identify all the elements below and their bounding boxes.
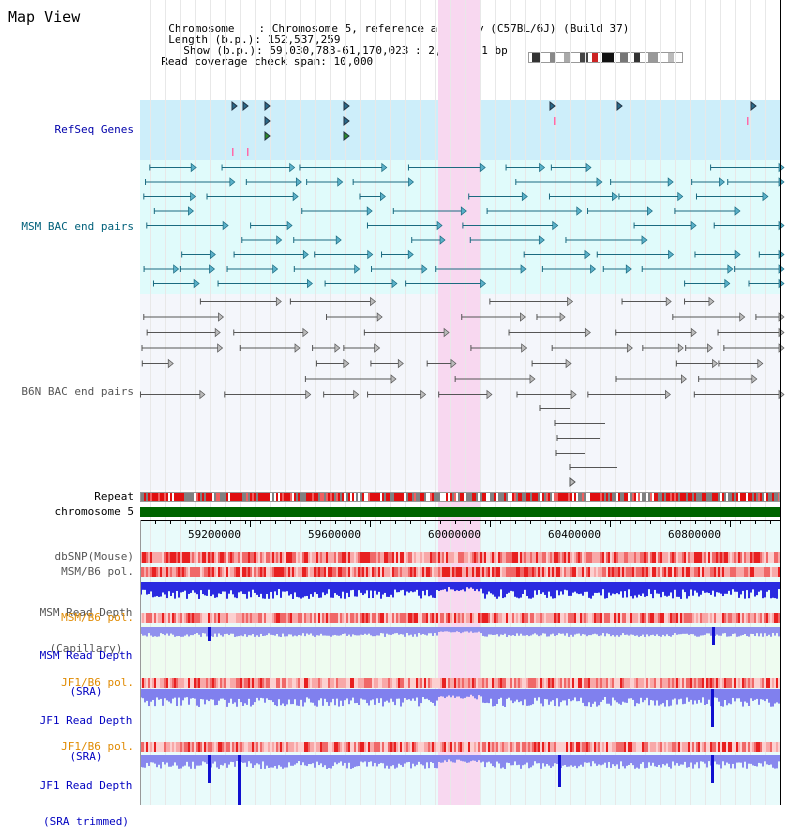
track-label-msm-depth-capillary-line2: (Capillary) xyxy=(49,642,123,655)
axis-tick-label: 59600000 xyxy=(308,528,361,541)
gridlines xyxy=(150,0,766,805)
gene-marker xyxy=(549,100,556,112)
track-label-msm-b6-pol-1: MSM/B6 pol. xyxy=(61,565,134,578)
track-label-jf1-depth-sra: JF1 Read Depth (SRA) xyxy=(30,691,142,775)
repeat-border xyxy=(140,492,780,502)
track-label-refseq: RefSeq Genes xyxy=(54,123,134,136)
msm-b6-pol-heat-track xyxy=(140,567,780,577)
repeat-track xyxy=(140,492,780,502)
msm-bac-track xyxy=(143,162,785,289)
track-label-msm-depth-sra-line2: (SRA) xyxy=(69,685,103,698)
track-label-chromosome: chromosome 5 xyxy=(54,505,134,518)
msm-depth-sra-track xyxy=(140,627,780,645)
info-length-key: Length (b.p.) xyxy=(168,33,255,46)
axis-tick-label: 60400000 xyxy=(548,528,601,541)
track-label-jf1-b6-pol-1: JF1/B6 pol. xyxy=(61,676,134,689)
track-label-jf1-depth-sra-line1: JF1 Read Depth xyxy=(39,714,133,727)
info-length-value: : 152,537,259 xyxy=(254,33,341,46)
gene-marker xyxy=(264,130,271,142)
depth-spike xyxy=(208,755,211,783)
dbsnp-heat-track xyxy=(140,552,780,563)
track-label-jf1-depth-trimmed-line1: JF1 Read Depth xyxy=(39,779,133,792)
track-label-msm-depth-sra: MSM Read Depth (SRA) xyxy=(30,626,142,710)
axis-tick-label: 60000000 xyxy=(428,528,481,541)
gene-marker xyxy=(242,100,249,112)
b6n-bac-marker xyxy=(569,476,576,488)
jf1-b6-pol-heat-track xyxy=(140,678,780,688)
track-label-b6n-bac: B6N BAC end pairs xyxy=(21,385,134,398)
track-label-msm-depth-sra-line1: MSM Read Depth xyxy=(39,649,133,662)
gene-tick xyxy=(747,117,749,125)
depth-spike xyxy=(711,689,714,727)
jf1-b6-pol2-heat-track xyxy=(140,742,780,752)
track-label-jf1-b6-pol-2: JF1/B6 pol. xyxy=(61,740,134,753)
gene-marker xyxy=(231,100,238,112)
gene-marker xyxy=(264,100,271,112)
jf1-depth-trimmed-track xyxy=(140,755,780,805)
info-show-key: Show (b.p.) xyxy=(183,44,257,57)
selection-highlight xyxy=(438,0,481,805)
gene-marker xyxy=(264,115,271,127)
axis-tick-label: 60800000 xyxy=(668,528,721,541)
msm-depth-capillary-track xyxy=(140,582,780,599)
refseq-track xyxy=(231,100,757,156)
gene-marker xyxy=(616,100,623,112)
track-label-repeat: Repeat xyxy=(94,490,134,503)
track-label-dbsnp: dbSNP(Mouse) xyxy=(54,550,134,563)
depth-spike xyxy=(208,627,211,641)
gene-marker xyxy=(343,130,350,142)
info-chromosome-key: Chromosome xyxy=(168,22,235,35)
depth-spike xyxy=(712,627,715,645)
genome-browser-panel[interactable] xyxy=(0,0,800,805)
chromosome-bar xyxy=(140,507,780,517)
b6n-bac-track xyxy=(139,296,785,488)
track-label-msm-depth-capillary-line1: MSM Read Depth xyxy=(39,606,133,619)
info-coverage-value: : 10,000 xyxy=(320,55,374,68)
page-title: Map View xyxy=(8,8,81,26)
depth-spike xyxy=(711,755,714,783)
track-label-msm-bac: MSM BAC end pairs xyxy=(21,220,134,233)
gene-tick xyxy=(554,117,556,125)
gene-marker xyxy=(343,100,350,112)
gene-tick xyxy=(232,148,234,156)
gene-marker xyxy=(750,100,757,112)
info-length-row: Length (b.p.): 152,537,259 xyxy=(155,23,340,45)
chromosome-ideogram[interactable] xyxy=(528,52,684,64)
depth-spike xyxy=(238,755,241,805)
jf1-depth-sra-track xyxy=(140,689,780,727)
axis-tick-label: 59200000 xyxy=(188,528,241,541)
track-label-msm-depth-capillary: MSM Read Depth (Capillary) xyxy=(30,583,142,667)
track-label-jf1-depth-sra-line2: (SRA) xyxy=(69,750,103,763)
track-label-msm-b6-pol-2: MSM/B6 pol. xyxy=(61,611,134,624)
track-label-jf1-depth-trimmed-line2: (SRA trimmed) xyxy=(42,815,130,828)
gene-marker xyxy=(343,115,350,127)
depth-spike xyxy=(558,755,561,787)
gene-tick xyxy=(247,148,249,156)
msm-b6-pol2-heat-track xyxy=(140,613,780,623)
